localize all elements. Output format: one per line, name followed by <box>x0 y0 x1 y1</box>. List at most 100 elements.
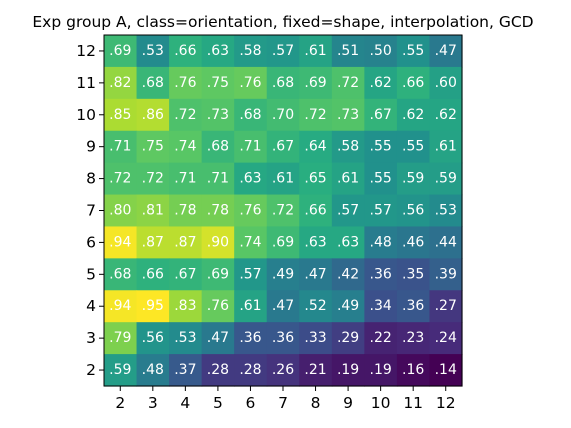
y-tick-label: 6 <box>86 233 96 251</box>
heatmap-cell <box>429 194 463 228</box>
heatmap-cell <box>136 354 170 387</box>
heatmap-cell-label: .28 <box>207 362 229 378</box>
heatmap-cell-label: .55 <box>402 139 424 155</box>
heatmap-cell <box>396 130 431 164</box>
chart-title: Exp group A, class=orientation, fixed=sh… <box>32 13 533 31</box>
heatmap-cell <box>364 98 398 132</box>
heatmap-cell <box>331 194 365 228</box>
heatmap-cell-label: .75 <box>207 75 229 91</box>
heatmap-cell-label: .62 <box>370 75 392 91</box>
heatmap-cell <box>429 35 463 68</box>
heatmap-cell-label: .87 <box>142 234 164 250</box>
heatmap-cell-label: .48 <box>370 234 392 250</box>
heatmap-cell-label: .56 <box>142 330 164 346</box>
heatmap-cell <box>299 226 333 259</box>
heatmap-cell <box>331 162 365 196</box>
heatmap-cell-label: .67 <box>174 266 196 282</box>
heatmap-cell-label: .67 <box>370 107 392 123</box>
heatmap-cell-label: .53 <box>435 203 457 219</box>
heatmap-cell-label: .36 <box>370 266 392 282</box>
heatmap-cell <box>299 162 333 196</box>
heatmap-cell <box>331 35 365 68</box>
heatmap-cell <box>266 226 300 259</box>
x-tick-label: 5 <box>213 394 223 412</box>
heatmap-cells <box>104 35 463 387</box>
heatmap-cell <box>364 258 398 291</box>
y-tick-label: 9 <box>86 138 96 156</box>
heatmap-cell-label: .63 <box>337 234 359 250</box>
heatmap-cell-label: .62 <box>402 107 424 123</box>
heatmap-cell <box>234 162 268 196</box>
x-tick-label: 10 <box>371 394 391 412</box>
heatmap-cell-label: .68 <box>142 75 164 91</box>
heatmap-cell-label: .58 <box>337 139 359 155</box>
heatmap-cell <box>299 258 333 291</box>
heatmap-cell <box>364 290 398 323</box>
heatmap-cell <box>266 290 300 323</box>
heatmap-cell <box>299 322 333 355</box>
heatmap-cell <box>234 130 268 164</box>
heatmap-cell-label: .48 <box>142 362 164 378</box>
heatmap-cell-label: .44 <box>435 234 457 250</box>
heatmap-cell-label: .81 <box>142 203 164 219</box>
heatmap-cell <box>429 290 463 323</box>
heatmap-cell <box>331 354 365 387</box>
y-tick-label: 12 <box>76 42 96 60</box>
heatmap-cell-label: .62 <box>435 107 457 123</box>
heatmap-cell-label: .55 <box>402 43 424 59</box>
heatmap-cell-label: .57 <box>337 203 359 219</box>
heatmap-cell <box>396 290 431 323</box>
heatmap-cell-label: .24 <box>435 330 457 346</box>
x-tick-label: 12 <box>436 394 456 412</box>
heatmap-cell-label: .74 <box>174 139 196 155</box>
heatmap-cell-label: .51 <box>337 43 359 59</box>
heatmap-cell-label: .34 <box>370 298 392 314</box>
heatmap-cell-label: .57 <box>272 43 294 59</box>
heatmap-cell <box>136 35 170 68</box>
heatmap-cell <box>266 98 300 132</box>
heatmap-cell <box>331 98 365 132</box>
heatmap-cell-label: .73 <box>337 107 359 123</box>
heatmap-cell <box>331 290 365 323</box>
heatmap-cell-label: .69 <box>272 234 294 250</box>
heatmap-cell-label: .42 <box>337 266 359 282</box>
heatmap-cell-label: .28 <box>239 362 261 378</box>
heatmap-cell-label: .70 <box>272 107 294 123</box>
heatmap-cell <box>136 130 170 164</box>
heatmap-cell <box>299 290 333 323</box>
heatmap-cell <box>266 162 300 196</box>
heatmap-cell-label: .46 <box>402 234 424 250</box>
heatmap-cell <box>169 35 203 68</box>
heatmap-cell-label: .59 <box>435 171 457 187</box>
heatmap-cell-label: .78 <box>207 203 229 219</box>
heatmap-cell <box>266 258 300 291</box>
heatmap-cell <box>299 194 333 228</box>
heatmap-cell-label: .72 <box>174 107 196 123</box>
heatmap-cell <box>234 194 268 228</box>
heatmap-cell <box>104 194 138 228</box>
heatmap-cell <box>104 322 138 355</box>
heatmap-cell <box>136 162 170 196</box>
heatmap-cell-label: .69 <box>109 43 131 59</box>
heatmap-cell-label: .35 <box>402 266 424 282</box>
heatmap-cell <box>364 130 398 164</box>
heatmap-cell-label: .47 <box>207 330 229 346</box>
heatmap-cell-label: .83 <box>174 298 196 314</box>
x-tick-label: 4 <box>180 394 190 412</box>
x-axis: 2 3 4 5 6 7 8 9 10 11 12 <box>115 386 456 412</box>
y-tick-label: 7 <box>86 202 96 220</box>
heatmap-cell <box>331 322 365 355</box>
heatmap-cell <box>169 354 203 387</box>
heatmap-cell-label: .27 <box>435 298 457 314</box>
heatmap-cell-label: .76 <box>207 298 229 314</box>
heatmap-cell <box>104 290 138 323</box>
heatmap-cell <box>396 35 431 68</box>
heatmap-cell <box>104 162 138 196</box>
heatmap-cell-label: .79 <box>109 330 131 346</box>
heatmap-cell-label: .29 <box>337 330 359 346</box>
heatmap-cell-label: .87 <box>174 234 196 250</box>
heatmap-cell <box>429 162 463 196</box>
heatmap-cell <box>234 290 268 323</box>
heatmap-cell <box>136 322 170 355</box>
x-tick-label: 3 <box>148 394 158 412</box>
